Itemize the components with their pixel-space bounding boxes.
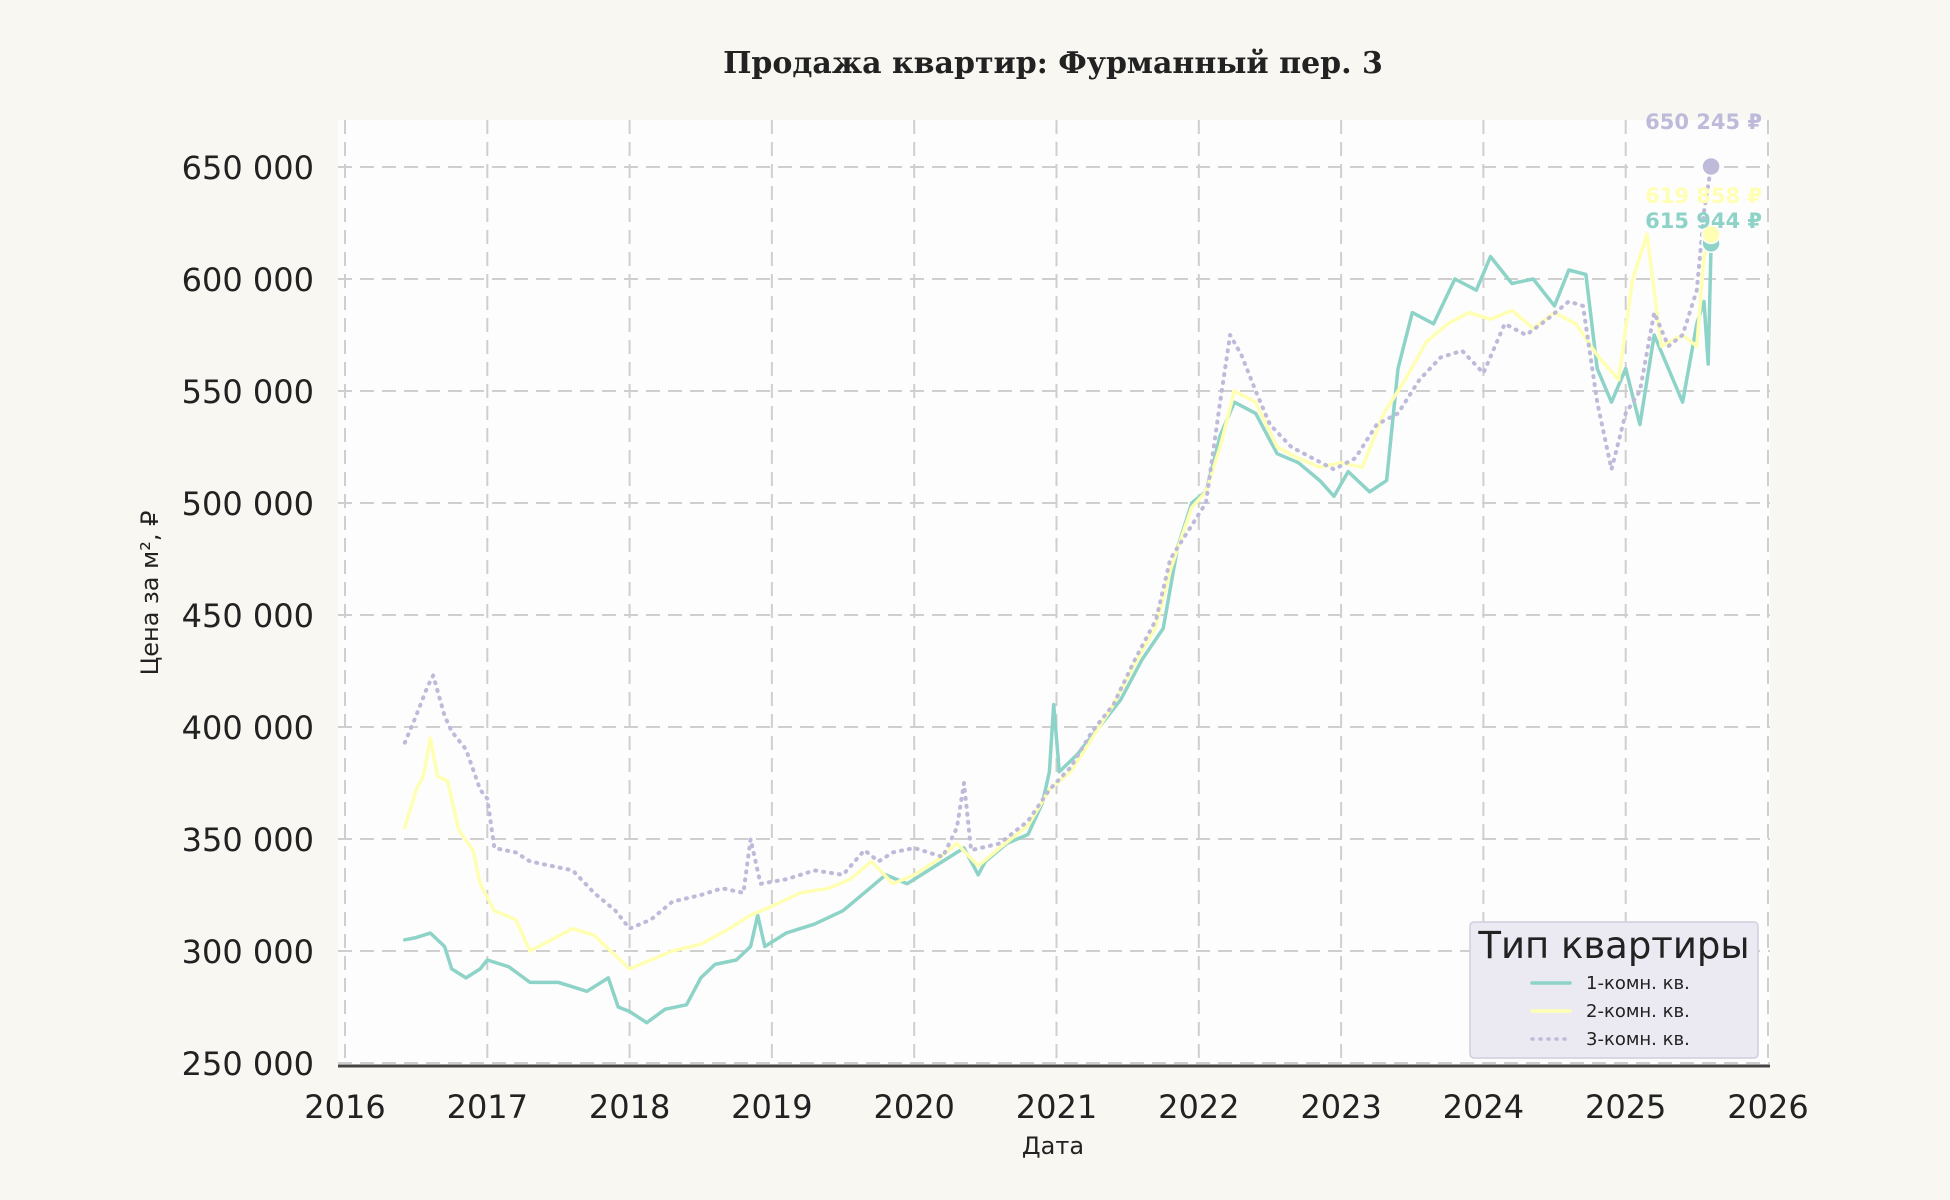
end-marker-2 [1701, 224, 1721, 245]
x-tick-label: 2025 [1585, 1088, 1666, 1126]
chart-title: Продажа квартир: Фурманный пер. 3 [723, 46, 1383, 81]
x-tick-label: 2022 [1158, 1088, 1239, 1126]
series-line-1 [403, 241, 1713, 1025]
x-tick-label: 2026 [1727, 1088, 1808, 1126]
x-axis-label: Дата [1022, 1132, 1084, 1160]
series-lines [402, 164, 1714, 1025]
legend: Тип квартиры 1-комн. кв. 2-комн. кв. 3-ком… [1469, 921, 1759, 1059]
legend-box [1469, 921, 1759, 1059]
x-tick-label: 2019 [731, 1088, 812, 1126]
y-tick-label: 450 000 [182, 597, 314, 635]
series-line-3 [402, 164, 1714, 931]
x-tick-label: 2017 [447, 1088, 528, 1126]
x-tick-label: 2016 [304, 1088, 385, 1126]
end-value-label-2: 619 858 ₽ [1645, 184, 1762, 208]
end-value-label-3: 650 245 ₽ [1645, 110, 1762, 134]
end-marker-3 [1701, 156, 1721, 177]
end-value-label-1: 615 944 ₽ [1645, 209, 1762, 233]
y-tick-label: 500 000 [182, 485, 314, 523]
x-tick-label: 2023 [1300, 1088, 1381, 1126]
x-tick-label: 2020 [873, 1088, 954, 1126]
y-tick-label: 300 000 [182, 933, 314, 971]
legend-label-3: 3-комн. кв. [1586, 1029, 1690, 1050]
y-axis-label: Цена за м², ₽ [136, 511, 164, 676]
y-tick-label: 550 000 [182, 373, 314, 411]
end-markers: 615 944 ₽619 858 ₽ 650 245 ₽ [1645, 110, 1762, 254]
x-tick-label: 2024 [1443, 1088, 1524, 1126]
x-axis-ticks: 2016 2017 2018 2019 2020 2021 2022 2023 2024 2025… [304, 1088, 1808, 1126]
legend-items: 1-комн. кв. 2-комн. кв. 3-комн. кв. [1530, 973, 1690, 1050]
y-axis-ticks: 250 000 300 000 350 000 400 000 450 000 500 0… [182, 149, 314, 1083]
x-tick-label: 2021 [1016, 1088, 1097, 1126]
y-tick-label: 600 000 [182, 261, 314, 299]
x-tick-label: 2018 [589, 1088, 670, 1126]
legend-label-2: 2-комн. кв. [1586, 1001, 1690, 1022]
y-tick-label: 250 000 [182, 1045, 314, 1083]
y-tick-label: 400 000 [182, 709, 314, 747]
y-tick-label: 350 000 [182, 821, 314, 859]
y-tick-label: 650 000 [182, 149, 314, 187]
legend-title: Тип квартиры [1477, 924, 1749, 967]
legend-label-1: 1-комн. кв. [1586, 973, 1690, 994]
